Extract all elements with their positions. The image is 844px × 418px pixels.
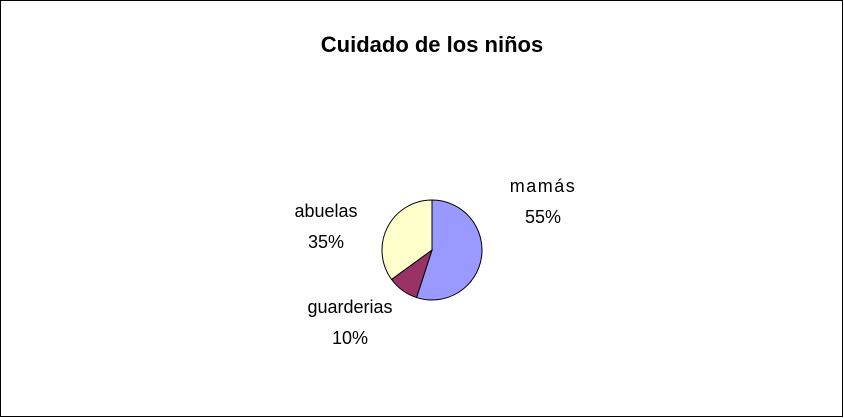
pie-slice (381, 199, 433, 281)
slice-label: mamás (510, 176, 577, 196)
chart-title: Cuidado de los niños (321, 32, 543, 57)
slice-label: abuelas (294, 201, 357, 221)
slice-value-label: 55% (525, 207, 561, 227)
slice-label: guarderias (307, 297, 392, 317)
slice-value-label: 35% (308, 232, 344, 252)
pie-slice (415, 199, 483, 301)
slice-value-label: 10% (332, 328, 368, 348)
